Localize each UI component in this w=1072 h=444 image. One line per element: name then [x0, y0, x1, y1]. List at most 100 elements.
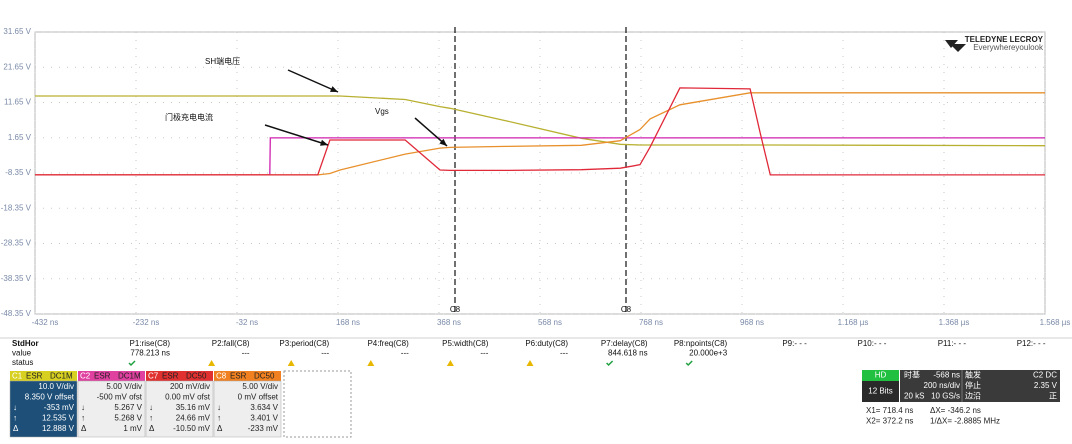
timebase-trigger-source: C2 DC	[1033, 371, 1057, 380]
y-tick-label: 31.65 V	[3, 27, 31, 36]
timebase-slope: 正	[1049, 392, 1057, 401]
status-ok	[128, 360, 136, 367]
measure-param: P4:freq(C8)	[367, 339, 409, 348]
x-tick-label: 1.168 µs	[838, 318, 869, 327]
channel-body	[9, 380, 78, 438]
channel-readout: 5.00 V/div	[242, 382, 278, 391]
channel-readout: 5.00 V/div	[106, 382, 142, 391]
status-warn	[287, 360, 295, 366]
status-warn	[367, 360, 375, 366]
readout-symbol: Δ	[81, 424, 87, 433]
timebase-trigger-label: 触发	[965, 370, 981, 380]
tb-panel	[900, 370, 1060, 402]
measure-row-label: status	[12, 358, 33, 367]
y-tick-label: 11.65 V	[4, 98, 32, 107]
timebase-scale: 200 ns/div	[924, 381, 960, 390]
cursor-readout: X1= 718.4 ns	[866, 406, 913, 415]
status-warn	[526, 360, 534, 366]
channel-header-text: ESR	[162, 372, 179, 381]
measure-param: P7:delay(C8)	[601, 339, 648, 348]
measure-param: P3:period(C8)	[279, 339, 329, 348]
annotation: Vgs	[375, 107, 389, 116]
channel-header-text: C7	[148, 372, 159, 381]
channel-readout: 10.0 V/div	[38, 382, 74, 391]
measure-param: P11:- - -	[938, 339, 967, 348]
hd-badge	[862, 370, 899, 381]
channel-readout: 5.268 V	[114, 414, 142, 423]
channel-header-text: C8	[216, 372, 227, 381]
channel-readout: -233 mV	[248, 424, 279, 433]
status-warn	[446, 360, 454, 366]
channel-body	[77, 380, 146, 438]
annotation-arrow	[287, 69, 339, 93]
channel-header-text: DC50	[186, 372, 207, 381]
x-tick-label: 768 ns	[639, 318, 663, 327]
y-tick-label: 21.65 V	[3, 62, 31, 71]
channel-body	[213, 380, 282, 438]
x-tick-label: 368 ns	[437, 318, 461, 327]
timebase-samples: 20 kS	[904, 392, 924, 401]
x-tick-label: -32 ns	[236, 318, 258, 327]
timebase-type: 边沿	[965, 391, 981, 401]
arrow-head	[330, 86, 338, 92]
channel-readout: 200 mV/div	[170, 382, 210, 391]
arrow-head	[320, 139, 328, 146]
arrow-head	[439, 138, 447, 146]
readout-symbol: Δ	[13, 424, 19, 433]
readout-symbol: ↓	[217, 403, 221, 412]
readout-symbol: ↑	[81, 414, 85, 423]
y-tick-label: -38.35 V	[1, 274, 32, 283]
channel-header	[214, 371, 281, 381]
x-tick-label: -232 ns	[133, 318, 160, 327]
measure-param: P10:- - -	[857, 339, 886, 348]
brand-tagline: Everywhereyoulook	[973, 43, 1044, 52]
timebase-mode: HD	[875, 371, 887, 380]
trace	[35, 87, 1045, 176]
channel-header-text: C1	[12, 372, 23, 381]
channel-readout: 1 mV	[123, 424, 142, 433]
measure-value: 844.618 ns	[608, 349, 648, 358]
channel-body	[145, 380, 214, 438]
measure-row-label: value	[12, 349, 32, 358]
channel-readout: -500 mV ofst	[97, 393, 143, 402]
channel-readout: -353 mV	[44, 403, 75, 412]
measure-value: 20.000e+3	[689, 349, 728, 358]
x-tick-label: 968 ns	[740, 318, 764, 327]
measure-param: P9:- - -	[782, 339, 807, 348]
channel-readout: 0.00 mV ofst	[165, 393, 211, 402]
measure-value: 778.213 ns	[130, 349, 170, 358]
brand-logo	[950, 44, 966, 52]
readout-symbol: ↑	[149, 414, 153, 423]
measure-param: P1:rise(C8)	[130, 339, 171, 348]
annotation-arrow	[264, 124, 329, 146]
readout-symbol: ↑	[13, 414, 17, 423]
channel-readout: -10.50 mV	[173, 424, 211, 433]
y-tick-label: -8.35 V	[5, 168, 31, 177]
x-tick-label: -432 ns	[32, 318, 59, 327]
channel-header-text: ESR	[230, 372, 247, 381]
trace	[35, 137, 1045, 176]
readout-symbol: ↑	[217, 414, 221, 423]
measure-value: ---	[480, 349, 488, 358]
channel-header	[78, 371, 145, 381]
empty-slot	[283, 370, 352, 438]
timebase-rate: 10 GS/s	[931, 392, 960, 401]
status-ok	[606, 360, 614, 367]
measure-row-label: StdHor	[12, 339, 39, 348]
cursor-readout: 1/ΔX= -2.8885 MHz	[930, 417, 1000, 426]
measure-value: ---	[401, 349, 409, 358]
channel-readout: 12.888 V	[42, 424, 75, 433]
channel-header-text: DC1M	[50, 372, 73, 381]
channel-readout: 24.66 mV	[176, 414, 211, 423]
channel-readout: 35.16 mV	[176, 403, 211, 412]
cursor-readout: X2= 372.2 ns	[866, 417, 913, 426]
readout-symbol: ↓	[81, 403, 85, 412]
channel-header-text: ESR	[26, 372, 43, 381]
measure-value: ---	[242, 349, 250, 358]
bits-badge	[862, 381, 899, 402]
readout-symbol: Δ	[149, 424, 155, 433]
measure-param: P6:duty(C8)	[525, 339, 568, 348]
y-tick-label: -28.35 V	[1, 239, 32, 248]
readout-symbol: ↓	[13, 403, 17, 412]
